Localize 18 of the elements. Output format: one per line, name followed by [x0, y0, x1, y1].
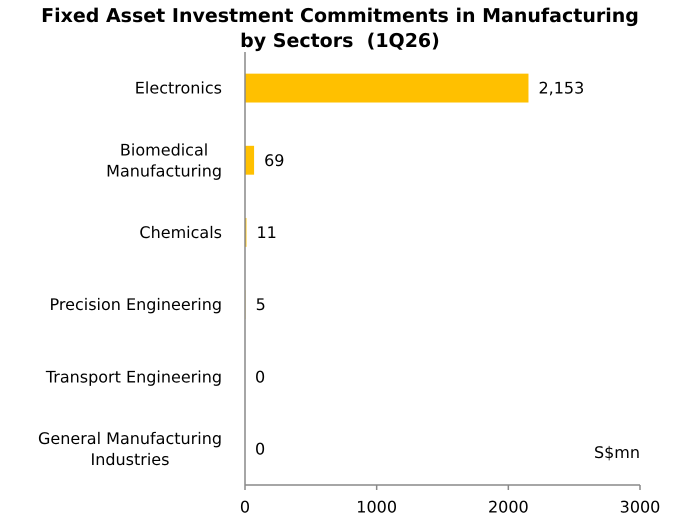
y-tick-label: General Manufacturing Industries [38, 428, 222, 469]
y-tick-label: Precision Engineering [50, 295, 222, 314]
chart-title: Fixed Asset Investment Commitments in Manufacturing by Sectors (1Q26) [41, 5, 639, 52]
y-tick-label: Chemicals [139, 222, 222, 242]
y-tick-label: Electronics [134, 78, 222, 98]
data-label: 0 [255, 439, 266, 458]
x-tick-label: 0 [240, 498, 250, 516]
x-tick-label: 3000 [620, 498, 660, 516]
x-tick-label: 2000 [488, 498, 529, 516]
x-tick-label: 1000 [356, 498, 398, 516]
data-label: 5 [256, 295, 266, 314]
data-label: 2,153 [538, 78, 584, 98]
annotation: S$mn [594, 442, 640, 462]
data-label: 11 [256, 222, 277, 242]
data-label: 0 [255, 367, 266, 386]
y-tick-label: Biomedical Manufacturing [106, 140, 222, 180]
y-tick-label: Transport Engineering [44, 367, 222, 386]
data-label: 69 [264, 150, 284, 170]
